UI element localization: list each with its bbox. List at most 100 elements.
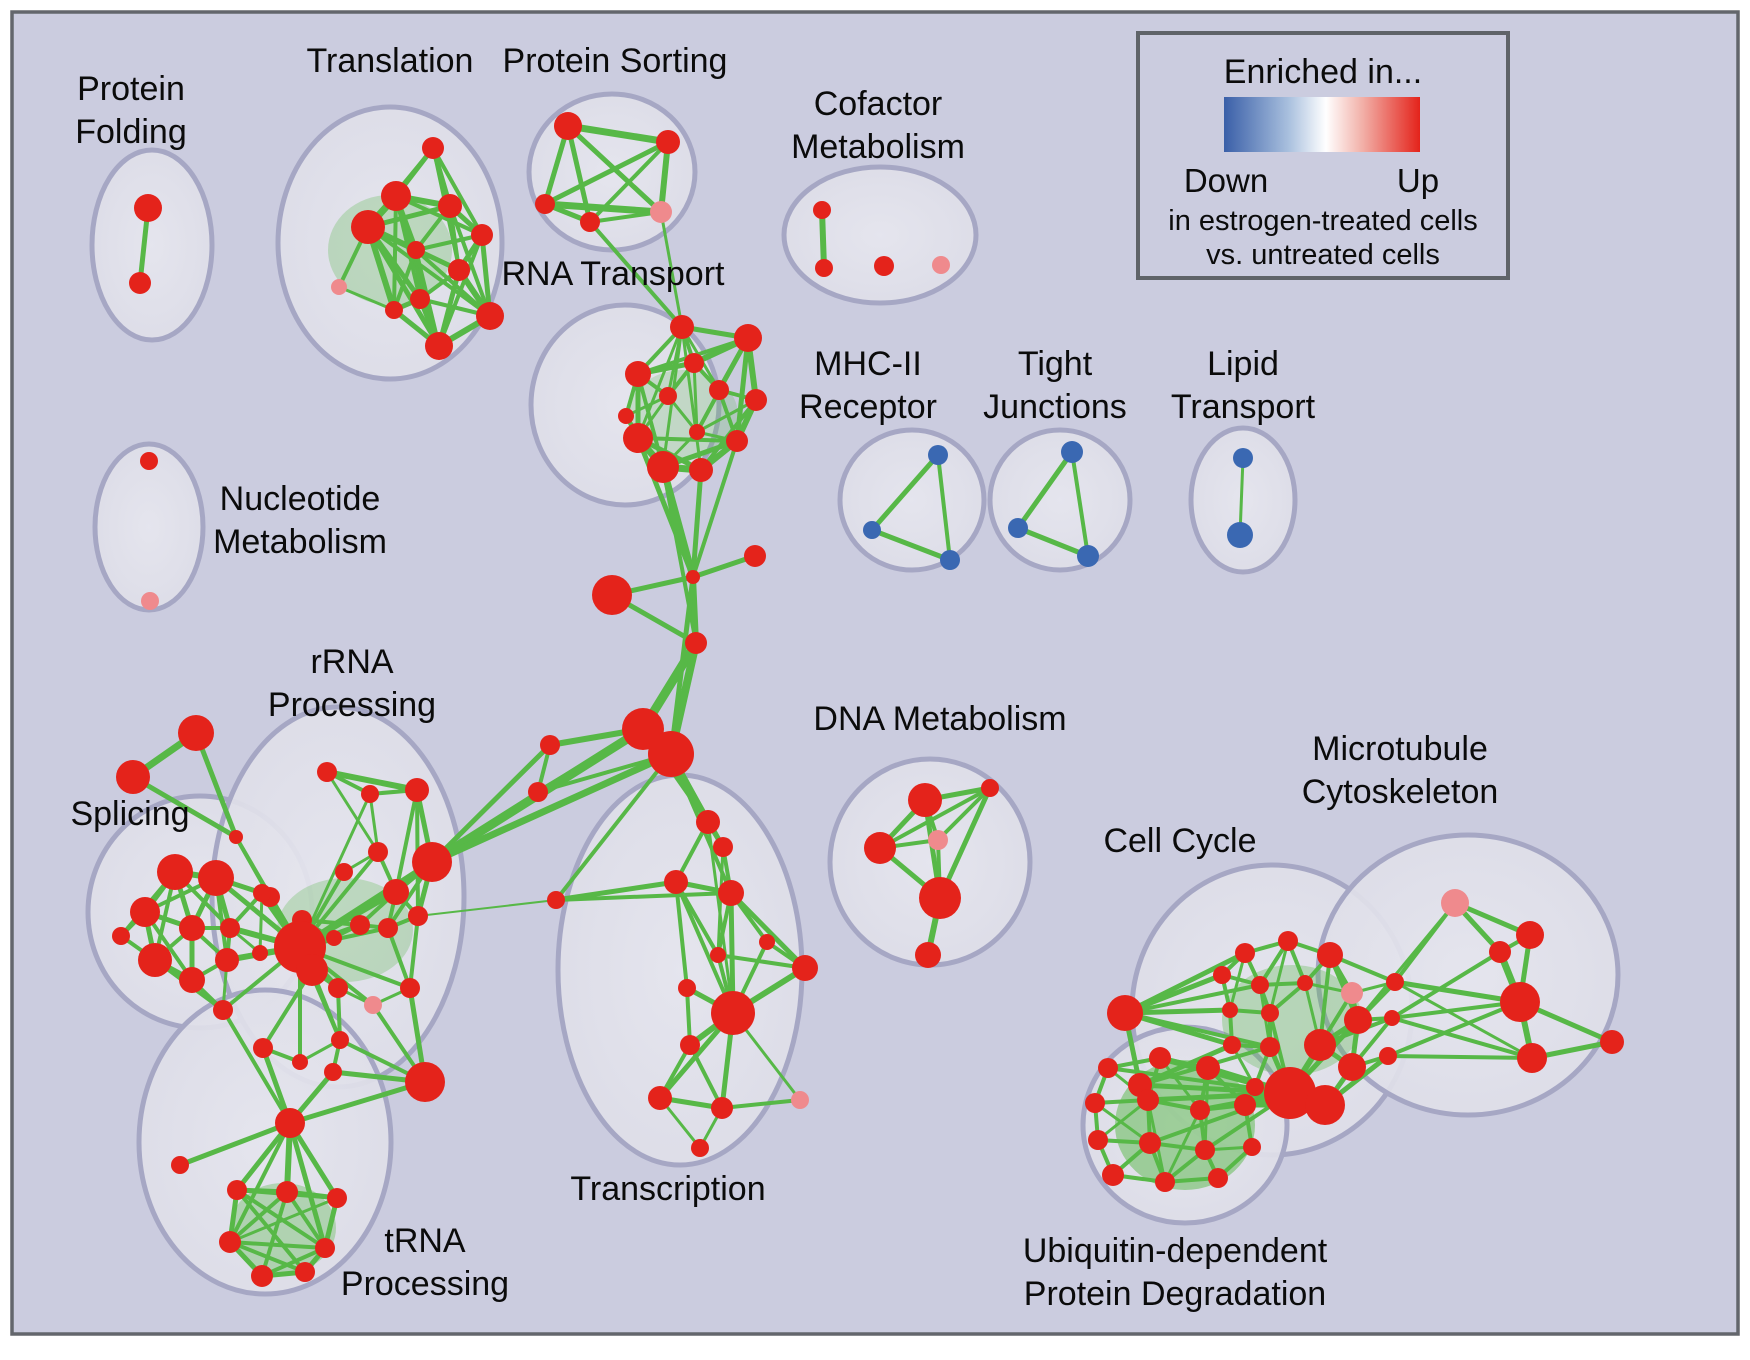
node-mh1	[928, 445, 948, 465]
node-ch3	[592, 575, 632, 615]
node-sp4	[179, 915, 205, 941]
node-cc3	[1317, 942, 1343, 968]
edge	[668, 574, 696, 757]
node-tj3	[1077, 545, 1099, 567]
node-rr10	[408, 906, 428, 926]
node-cc12	[1304, 1029, 1336, 1061]
cluster-ubiquitin-degradation-label: Ubiquitin-dependent Protein Degradation	[1023, 1232, 1328, 1313]
cluster-tight-junctions-ellipse	[987, 427, 1133, 573]
edge	[394, 788, 419, 894]
node-rr15	[400, 978, 420, 998]
node-tnr2	[276, 1181, 298, 1203]
node-dm2	[981, 779, 999, 797]
node-tnr1	[227, 1180, 247, 1200]
cluster-mhc-ii-receptor-label: MHC-II Receptor	[799, 345, 937, 426]
node-rt10	[623, 423, 653, 453]
node-rt9	[689, 424, 705, 440]
node-ub9	[1139, 1132, 1161, 1154]
node-ps1	[554, 112, 582, 140]
node-cf1	[813, 201, 831, 219]
edge	[285, 1190, 327, 1250]
node-nm2	[141, 592, 159, 610]
edge	[636, 436, 739, 443]
node-tnr6	[251, 1265, 273, 1287]
edge	[228, 1196, 339, 1244]
node-tr5	[471, 224, 493, 246]
node-rt2	[734, 324, 762, 352]
node-cf3	[874, 256, 894, 276]
node-rr1	[317, 762, 337, 782]
edge	[1015, 449, 1075, 531]
cluster-lipid-transport-label: Lipid Transport	[1171, 345, 1316, 426]
legend-down-label: Down	[1184, 162, 1268, 199]
node-tcB	[713, 837, 733, 857]
edge	[228, 1240, 327, 1250]
node-cc11	[1260, 1037, 1280, 1057]
edge	[869, 452, 941, 533]
node-cc6	[1297, 975, 1313, 991]
edge	[554, 891, 733, 902]
edge	[692, 361, 699, 434]
edge	[414, 233, 484, 252]
node-tr3	[438, 194, 462, 218]
node-mtA	[1489, 941, 1511, 963]
edge	[1123, 1011, 1272, 1049]
node-rr13	[328, 978, 348, 998]
edge	[1386, 1054, 1534, 1060]
edge	[287, 1120, 328, 1251]
node-mh2	[863, 521, 881, 539]
edge	[636, 325, 684, 440]
node-tcG	[710, 947, 726, 963]
cluster-protein-sorting-label: Protein Sorting	[503, 42, 728, 80]
edge	[564, 122, 672, 146]
cluster-cell-cycle-label: Cell Cycle	[1103, 822, 1256, 860]
edge	[1390, 1016, 1534, 1060]
node-tr1	[422, 137, 444, 159]
node-ub12	[1155, 1172, 1175, 1192]
node-tnr7	[295, 1262, 315, 1282]
node-rt3	[625, 361, 651, 387]
cluster-nucleotide-metabolism-label: Nucleotide Metabolism	[213, 480, 387, 561]
node-cc8	[1261, 1004, 1279, 1022]
node-ub3	[1196, 1056, 1220, 1080]
node-tr8	[331, 279, 347, 295]
node-rt1	[670, 315, 694, 339]
node-tnr5	[315, 1238, 335, 1258]
node-cc14	[1246, 1078, 1264, 1096]
edge	[716, 845, 725, 957]
node-sp5	[220, 918, 240, 938]
node-mtC	[1517, 1043, 1547, 1073]
node-rr9	[378, 918, 398, 938]
node-cc4	[1213, 966, 1231, 984]
node-mh3	[940, 550, 960, 570]
node-ub11	[1102, 1164, 1124, 1186]
node-rrP	[364, 996, 382, 1014]
node-cc13	[1338, 1053, 1366, 1081]
node-sp8	[215, 948, 239, 972]
node-dm3	[864, 832, 896, 864]
edge	[366, 225, 492, 318]
node-ub10	[1195, 1140, 1215, 1160]
edge	[936, 453, 952, 562]
node-sp2	[198, 860, 234, 896]
node-tnS	[171, 1156, 189, 1174]
edge	[588, 210, 663, 224]
edge	[1356, 901, 1457, 1022]
node-rt4	[684, 353, 704, 373]
node-rr2	[361, 785, 379, 803]
network-layer: Protein Folding Translation Protein Sorting…	[70, 42, 1624, 1313]
node-tcF	[759, 934, 775, 950]
node-ub13	[1208, 1168, 1228, 1188]
node-tcM	[791, 1091, 809, 1109]
edge	[228, 1121, 292, 1244]
edge	[325, 770, 380, 854]
legend-box	[1136, 31, 1510, 280]
cluster-rrna-processing-label: rRNA Processing	[268, 643, 436, 724]
edge	[1070, 450, 1090, 558]
legend-caption-line1: in estrogen-treated cells	[1168, 205, 1478, 237]
edge	[554, 752, 673, 902]
node-rr3	[405, 778, 429, 802]
node-rrH2	[296, 954, 328, 986]
node-cf2	[815, 259, 833, 277]
